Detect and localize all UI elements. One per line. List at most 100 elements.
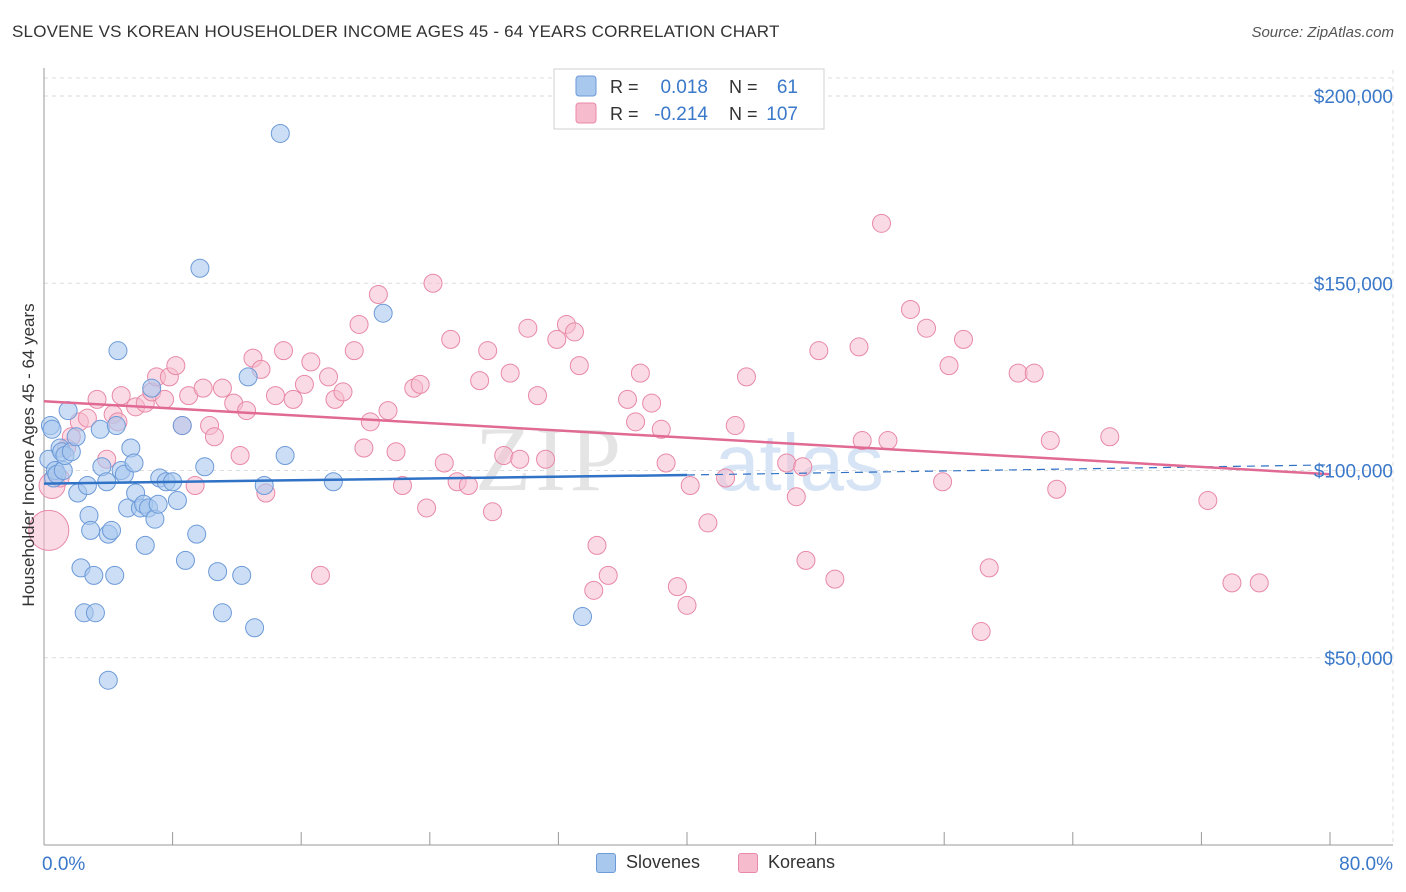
korean-point xyxy=(626,412,646,432)
korean-point xyxy=(1100,427,1120,447)
korean-point xyxy=(939,356,959,376)
korean-point xyxy=(900,299,920,319)
slovene-point xyxy=(81,520,101,540)
korean-point xyxy=(482,502,502,522)
slovene-point xyxy=(106,416,126,436)
korean-point xyxy=(777,453,797,473)
slovene-point xyxy=(190,258,210,278)
korean-point xyxy=(872,213,892,233)
bottom-legend: Slovenes Koreans xyxy=(0,852,1406,878)
legend-item-slovenes: Slovenes xyxy=(596,852,700,873)
korean-point xyxy=(786,487,806,507)
slovene-point xyxy=(232,565,252,585)
korean-point xyxy=(111,386,131,406)
korean-point xyxy=(349,314,369,334)
korean-point xyxy=(667,577,687,597)
korean-point xyxy=(1222,573,1242,593)
slovene-point xyxy=(98,670,118,690)
korean-point xyxy=(301,352,321,372)
legend-n-value-1: 61 xyxy=(777,77,798,98)
korean-point xyxy=(274,341,294,361)
korean-point xyxy=(656,453,676,473)
slovene-point xyxy=(135,535,155,555)
slovene-point xyxy=(124,453,144,473)
slovene-point xyxy=(373,303,393,323)
korean-point xyxy=(1024,363,1044,383)
korean-point xyxy=(852,431,872,451)
korean-point xyxy=(618,389,638,409)
legend-n-label-2: N = xyxy=(729,104,758,124)
korean-point xyxy=(809,341,829,361)
korean-point xyxy=(237,401,257,421)
korean-point xyxy=(265,386,285,406)
korean-point xyxy=(417,498,437,518)
slovene-point xyxy=(172,416,192,436)
korean-point xyxy=(569,356,589,376)
korean-point xyxy=(736,367,756,387)
korean-point xyxy=(193,378,213,398)
slovenes-points xyxy=(39,123,593,690)
korean-point xyxy=(204,427,224,447)
korean-point xyxy=(510,449,530,469)
korean-point xyxy=(166,356,186,376)
slovene-point xyxy=(254,475,274,495)
korean-point xyxy=(642,393,662,413)
chart-title: SLOVENE VS KOREAN HOUSEHOLDER INCOME AGE… xyxy=(12,22,780,41)
slovenes-swatch xyxy=(596,852,616,873)
slovene-point xyxy=(77,475,97,495)
slovenes-trend-extension xyxy=(686,464,1331,476)
korean-point xyxy=(825,569,845,589)
legend-swatch-koreans xyxy=(575,102,597,124)
legend-r-value-1: 0.018 xyxy=(660,77,708,98)
legend-n-value-2: 107 xyxy=(766,104,798,125)
korean-point xyxy=(294,374,314,394)
korean-point xyxy=(587,535,607,555)
slovene-point xyxy=(175,550,195,570)
x-tick-label-max: 80.0% xyxy=(1339,854,1393,875)
korean-point xyxy=(333,382,353,402)
korean-point xyxy=(230,446,250,466)
korean-point xyxy=(1249,573,1269,593)
slovene-point xyxy=(102,520,122,540)
korean-point xyxy=(319,367,339,387)
korean-point xyxy=(410,374,430,394)
korean-point xyxy=(310,565,330,585)
slovenes-label: Slovenes xyxy=(626,852,701,872)
trend-lines xyxy=(43,399,1331,485)
source-credit: Source: ZipAtlas.com xyxy=(1251,24,1394,41)
slovene-point xyxy=(245,618,265,638)
korean-point xyxy=(878,431,898,451)
korean-point xyxy=(212,378,232,398)
korean-point xyxy=(680,475,700,495)
korean-point xyxy=(536,449,556,469)
slovene-point xyxy=(66,427,86,447)
y-tick-label: $200,000 xyxy=(1314,87,1393,108)
y-tick-label: $100,000 xyxy=(1314,462,1393,483)
x-tick-labels: 0.0% 80.0% xyxy=(42,854,1393,875)
korean-point xyxy=(378,401,398,421)
korean-point xyxy=(698,513,718,533)
slovene-point xyxy=(187,524,207,544)
correlation-legend: R = 0.018 N = 61 R = -0.214 N = 107 xyxy=(553,68,825,130)
slovene-point xyxy=(208,562,228,582)
korean-point xyxy=(368,284,388,304)
korean-point xyxy=(584,580,604,600)
korean-point xyxy=(528,386,548,406)
korean-point xyxy=(793,457,813,477)
korean-point xyxy=(28,509,70,551)
korean-point xyxy=(849,337,869,357)
korean-point xyxy=(423,273,443,293)
korean-point xyxy=(354,438,374,458)
korean-point xyxy=(478,341,498,361)
slovene-point xyxy=(167,490,187,510)
korean-point xyxy=(547,329,567,349)
korean-point xyxy=(677,595,697,615)
korean-point xyxy=(386,442,406,462)
korean-point xyxy=(1008,363,1028,383)
slovene-point xyxy=(90,419,110,439)
y-tick-label: $150,000 xyxy=(1314,274,1393,295)
slovene-point xyxy=(42,419,62,439)
korean-point xyxy=(796,550,816,570)
korean-point xyxy=(725,416,745,436)
